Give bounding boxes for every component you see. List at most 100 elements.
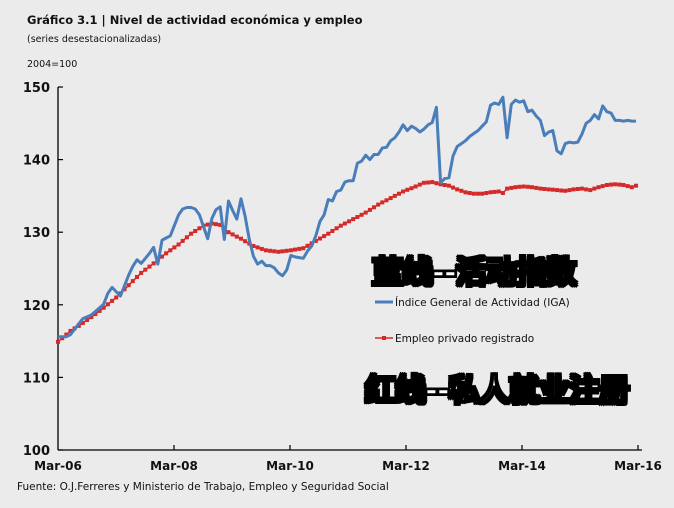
empleo-data-marker [97, 308, 102, 313]
empleo-data-marker [480, 191, 485, 196]
empleo-data-marker [114, 295, 119, 300]
empleo-data-marker [492, 189, 497, 194]
empleo-data-marker [446, 183, 451, 188]
y-tick-label: 120 [23, 299, 50, 314]
empleo-data-marker [322, 234, 327, 239]
empleo-data-marker [559, 188, 564, 193]
empleo-data-marker [293, 247, 297, 252]
empleo-data-marker [326, 231, 331, 236]
empleo-data-marker [130, 279, 135, 284]
empleo-data-marker [85, 318, 90, 322]
empleo-data-marker [197, 226, 202, 231]
y-tick-label: 150 [23, 81, 50, 96]
empleo-data-marker [459, 188, 464, 193]
x-tick-label: Mar-16 [614, 459, 662, 473]
empleo-data-marker [180, 238, 185, 243]
empleo-data-marker [417, 182, 422, 187]
y-tick-label: 140 [23, 154, 50, 169]
empleo-data-marker [505, 186, 510, 191]
empleo-data-marker [105, 302, 110, 307]
empleo-data-marker [184, 235, 189, 240]
empleo-data-marker [168, 248, 173, 253]
empleo-data-marker [110, 298, 115, 303]
empleo-data-marker [347, 219, 352, 224]
empleo-data-marker [588, 188, 593, 193]
empleo-data-marker [189, 231, 194, 236]
empleo-data-marker [268, 248, 273, 253]
empleo-data-marker [546, 187, 551, 192]
x-axis: Mar-06 Mar-08 Mar-10 Mar-12 Mar-14 Mar-16 [34, 445, 662, 473]
empleo-data-marker [442, 183, 447, 187]
empleo-data-marker [409, 186, 414, 191]
empleo-data-marker [476, 191, 480, 196]
empleo-data-marker [93, 312, 98, 316]
empleo-data-marker [463, 190, 468, 195]
empleo-data-marker [230, 232, 235, 237]
legend: Índice General de Actividad (IGA) Empleo… [375, 296, 570, 345]
empleo-data-marker [592, 186, 597, 191]
empleo-data-marker [193, 229, 198, 233]
empleo-data-marker [625, 184, 630, 189]
empleo-data-marker [334, 226, 339, 231]
empleo-data-marker [338, 223, 343, 228]
empleo-data-marker [251, 244, 256, 248]
empleo-data-marker [355, 215, 360, 219]
empleo-data-marker [297, 246, 302, 251]
empleo-data-marker [542, 187, 547, 191]
empleo-data-marker [218, 222, 223, 227]
empleo-data-marker [330, 229, 335, 233]
empleo-data-marker [584, 187, 589, 192]
empleo-data-marker [205, 222, 210, 227]
empleo-data-marker [313, 238, 318, 243]
chart-title: Gráfico 3.1 | Nivel de actividad económi… [27, 13, 363, 27]
empleo-data-marker [214, 222, 218, 227]
y-tick-label: 130 [23, 226, 50, 241]
empleo-data-marker [488, 190, 493, 195]
x-tick-label: Mar-08 [150, 459, 198, 473]
empleo-data-marker [621, 183, 626, 187]
empleo-data-marker [64, 332, 69, 337]
empleo-data-marker [600, 184, 605, 189]
empleo-data-marker [176, 242, 181, 247]
empleo-data-marker [172, 245, 177, 250]
empleo-data-marker [126, 283, 131, 288]
empleo-data-marker [629, 185, 634, 190]
empleo-data-marker [405, 187, 410, 192]
x-tick-label: Mar-14 [498, 459, 546, 473]
y-axis-unit-label: 2004=100 [27, 59, 78, 70]
empleo-data-marker [376, 202, 381, 207]
empleo-data-marker [280, 249, 285, 254]
empleo-data-marker [609, 182, 614, 187]
empleo-data-marker [471, 191, 476, 196]
empleo-data-marker [380, 200, 385, 205]
empleo-data-marker [301, 246, 306, 251]
empleo-data-marker [147, 264, 152, 269]
empleo-data-marker [239, 236, 243, 241]
empleo-data-marker [160, 254, 164, 259]
empleo-data-marker [226, 230, 231, 235]
empleo-data-marker [318, 236, 322, 241]
y-tick-label: 100 [23, 444, 50, 459]
empleo-data-marker [259, 246, 264, 251]
empleo-data-marker [342, 221, 347, 226]
empleo-data-marker [467, 191, 472, 195]
empleo-data-marker [617, 182, 622, 187]
empleo-data-marker [263, 248, 268, 253]
empleo-data-marker [255, 245, 260, 250]
empleo-data-marker [571, 187, 576, 192]
x-tick-label: Mar-12 [382, 459, 430, 473]
empleo-data-marker [359, 212, 364, 217]
empleo-data-marker [534, 185, 539, 190]
empleo-data-marker [563, 188, 568, 193]
empleo-data-marker [56, 339, 60, 344]
empleo-data-marker [426, 180, 431, 185]
empleo-data-marker [397, 191, 401, 196]
empleo-data-marker [135, 275, 139, 279]
empleo-data-marker [272, 249, 277, 254]
empleo-data-marker [434, 181, 439, 186]
empleo-data-marker [525, 184, 530, 189]
series-iga-line [58, 95, 636, 339]
empleo-data-marker [517, 184, 522, 189]
empleo-data-marker [276, 249, 281, 254]
empleo-data-marker [575, 187, 580, 191]
